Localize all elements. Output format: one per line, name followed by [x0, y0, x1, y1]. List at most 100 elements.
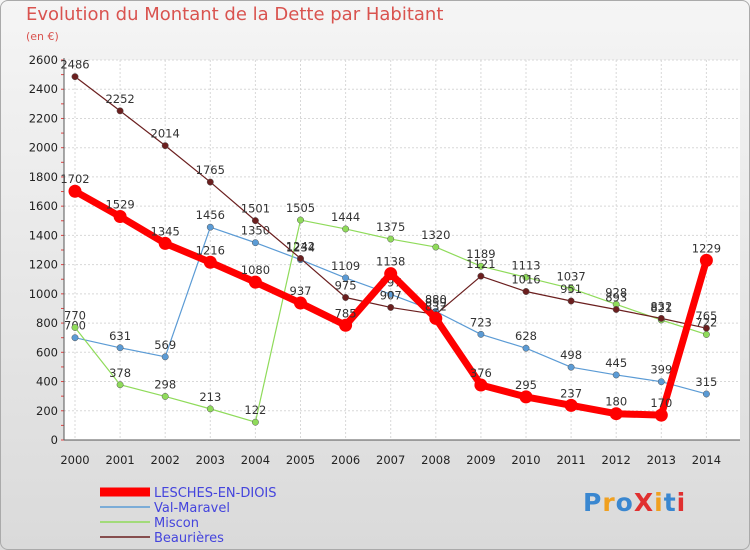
data-label-miscon: 1113 — [511, 258, 540, 272]
x-tick-label: 2001 — [105, 453, 134, 467]
data-point-miscon — [71, 324, 79, 331]
data-label-val-maravel: 498 — [560, 348, 582, 362]
data-point-miscon — [567, 284, 575, 292]
data-point-lesches-en-diois — [609, 407, 623, 421]
chart-subtitle: (en €) — [26, 30, 59, 43]
data-point-lesches-en-diois — [564, 398, 578, 412]
data-label-miscon: 298 — [154, 377, 176, 391]
data-label-val-maravel: 723 — [470, 315, 492, 329]
data-point-lesches-en-diois — [384, 267, 398, 281]
data-point-miscon — [702, 331, 710, 338]
data-point-miscon — [297, 216, 304, 224]
data-point-miscon — [342, 225, 350, 233]
x-tick-label: 2003 — [196, 453, 225, 467]
data-point-beaurieres — [206, 178, 214, 186]
data-point-val-maravel — [71, 334, 79, 342]
y-tick-label: 2400 — [29, 82, 58, 96]
data-label-lesches-en-diois: 1702 — [60, 172, 89, 186]
logo-letter: r — [602, 488, 616, 517]
y-tick-label: 0 — [51, 433, 58, 447]
y-tick-label: 2600 — [29, 53, 58, 67]
data-point-beaurieres — [567, 297, 575, 305]
y-tick-label: 1600 — [29, 199, 58, 213]
logo-letter: P — [583, 488, 603, 517]
data-label-val-maravel: 569 — [154, 338, 176, 352]
data-point-miscon — [161, 392, 169, 400]
data-point-lesches-en-diois — [474, 378, 488, 392]
y-tick-label: 2000 — [29, 141, 58, 155]
y-tick-label: 1000 — [29, 287, 58, 301]
data-point-lesches-en-diois — [203, 255, 217, 269]
x-tick-label: 2008 — [421, 453, 450, 467]
data-point-miscon — [432, 243, 440, 251]
data-label-beaurieres: 859 — [425, 295, 447, 309]
data-label-miscon: 1375 — [376, 220, 405, 234]
data-label-miscon: 821 — [650, 301, 672, 315]
y-tick-label: 1200 — [29, 258, 58, 272]
data-point-val-maravel — [612, 371, 620, 379]
data-point-beaurieres — [522, 288, 530, 295]
data-label-val-maravel: 880 — [425, 292, 447, 306]
data-label-val-maravel: 1109 — [331, 259, 360, 273]
logo-letter: X — [633, 488, 655, 517]
y-tick-label: 1800 — [29, 170, 58, 184]
data-point-val-maravel — [251, 239, 259, 247]
data-point-lesches-en-diois — [68, 184, 82, 198]
data-label-miscon: 122 — [244, 403, 266, 417]
data-point-beaurieres — [387, 303, 395, 311]
logo-letter: o — [615, 488, 634, 517]
x-tick-label: 2000 — [60, 453, 89, 467]
data-point-beaurieres — [71, 73, 79, 81]
proxiti-logo: ProXiti — [583, 488, 686, 517]
data-point-beaurieres — [702, 324, 710, 332]
data-point-beaurieres — [116, 107, 124, 115]
legend-label: Beaurières — [154, 531, 224, 546]
data-point-beaurieres — [612, 306, 620, 313]
data-point-lesches-en-diois — [294, 296, 307, 310]
x-tick-label: 2002 — [151, 453, 180, 467]
x-tick-label: 2005 — [286, 453, 315, 467]
data-label-miscon: 928 — [605, 285, 627, 299]
data-point-beaurieres — [161, 142, 169, 150]
data-label-miscon: 770 — [64, 308, 86, 322]
data-label-miscon: 1037 — [556, 269, 585, 283]
data-label-beaurieres: 893 — [605, 290, 627, 304]
data-point-beaurieres — [477, 272, 485, 280]
data-label-val-maravel: 1350 — [241, 224, 270, 238]
x-tick-label: 2004 — [241, 453, 270, 467]
data-point-lesches-en-diois — [429, 311, 443, 325]
data-label-lesches-en-diois: 1138 — [376, 255, 405, 269]
data-label-lesches-en-diois: 1080 — [241, 263, 270, 277]
data-label-lesches-en-diois: 295 — [515, 378, 537, 392]
x-tick-label: 2006 — [331, 453, 360, 467]
data-label-miscon: 1444 — [331, 210, 360, 224]
data-label-beaurieres: 907 — [380, 288, 402, 302]
data-label-lesches-en-diois: 180 — [605, 395, 627, 409]
data-point-beaurieres — [297, 255, 304, 262]
data-label-beaurieres: 975 — [335, 279, 357, 293]
legend-label: Val-Maravel — [154, 501, 230, 516]
data-label-miscon: 722 — [695, 315, 717, 329]
data-label-lesches-en-diois: 832 — [425, 299, 447, 313]
data-point-miscon — [251, 418, 259, 426]
data-point-val-maravel — [116, 344, 124, 352]
data-label-beaurieres: 2014 — [151, 127, 180, 141]
data-point-beaurieres — [657, 314, 665, 322]
y-tick-label: 2200 — [29, 111, 58, 125]
data-label-lesches-en-diois: 1216 — [196, 243, 225, 257]
data-label-miscon: 1320 — [421, 228, 450, 242]
data-point-val-maravel — [702, 390, 710, 398]
data-label-lesches-en-diois: 785 — [335, 306, 357, 320]
data-label-lesches-en-diois: 1345 — [151, 224, 180, 238]
data-label-beaurieres: 1121 — [466, 257, 495, 271]
legend-label: LESCHES-EN-DIOIS — [154, 486, 277, 501]
data-point-lesches-en-diois — [654, 408, 668, 422]
data-point-lesches-en-diois — [339, 318, 353, 332]
data-label-beaurieres: 1242 — [286, 239, 315, 253]
data-point-miscon — [116, 381, 124, 389]
y-tick-label: 600 — [36, 345, 58, 359]
data-point-miscon — [206, 405, 214, 413]
data-point-lesches-en-diois — [248, 275, 262, 289]
data-label-lesches-en-diois: 237 — [560, 386, 582, 400]
